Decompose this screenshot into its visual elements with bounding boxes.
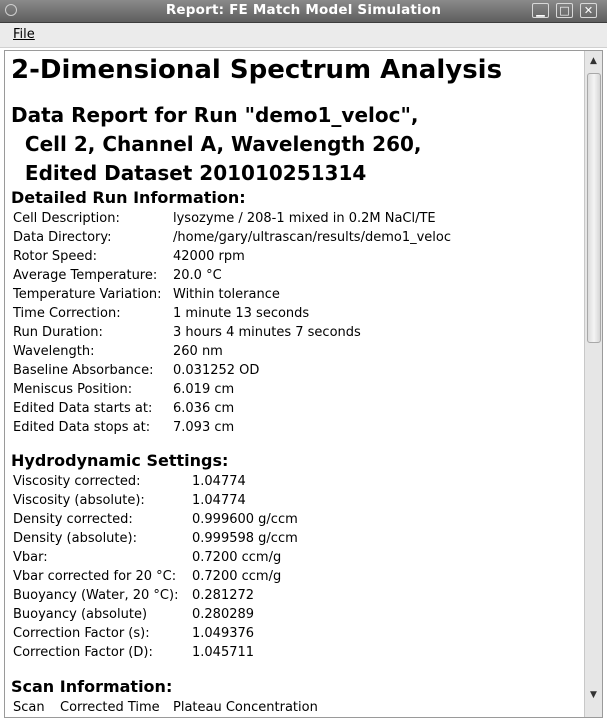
row-value: 1.04774 — [192, 493, 246, 508]
row-value: 42000 rpm — [173, 249, 245, 264]
row-value: 6.019 cm — [173, 382, 235, 397]
row-value: 3 hours 4 minutes 7 seconds — [173, 325, 361, 340]
row-label: Cell Description: — [13, 211, 120, 226]
minimize-button[interactable]: ▁ — [532, 3, 549, 18]
window-title: Report: FE Match Model Simulation — [165, 2, 442, 18]
row-value: 0.7200 ccm/g — [192, 550, 282, 565]
row-value: 0.031252 OD — [173, 363, 260, 378]
row-value: 1.049376 — [192, 626, 255, 641]
subtitle-line: Cell 2, Channel A, Wavelength 260, — [11, 132, 422, 156]
scroll-thumb[interactable] — [587, 73, 601, 343]
row-label: Baseline Absorbance: — [13, 363, 154, 378]
row-label: Average Temperature: — [13, 268, 158, 283]
row-value: 0.999598 g/ccm — [192, 531, 298, 546]
row-value: 1.045711 — [192, 645, 255, 660]
row-label: Rotor Speed: — [13, 249, 98, 264]
row-label: Vbar corrected for 20 °C: — [13, 569, 177, 584]
row-label: Data Directory: — [13, 230, 112, 245]
window-titlebar[interactable]: Report: FE Match Model Simulation ▁ □ ✕ — [0, 0, 607, 23]
close-button[interactable]: ✕ — [580, 3, 597, 18]
run-info-heading: Detailed Run Information: — [11, 188, 246, 207]
row-value: 260 nm — [173, 344, 223, 359]
scan-col-header: Corrected Time — [60, 700, 160, 715]
scan-col-header: Scan — [13, 700, 45, 715]
scroll-up-icon[interactable]: ▲ — [585, 53, 602, 69]
vertical-scrollbar[interactable]: ▲ ▼ — [584, 51, 602, 717]
row-label: Viscosity (absolute): — [13, 493, 145, 508]
row-value: 6.036 cm — [173, 401, 235, 416]
report-document: 2-Dimensional Spectrum Analysis Data Rep… — [5, 51, 585, 717]
row-value: Within tolerance — [173, 287, 280, 302]
row-label: Edited Data stops at: — [13, 420, 151, 435]
row-label: Wavelength: — [13, 344, 95, 359]
scan-info-heading: Scan Information: — [11, 677, 173, 696]
menu-bar: File — [0, 23, 607, 48]
row-label: Density (absolute): — [13, 531, 137, 546]
row-value: 1.04774 — [192, 474, 246, 489]
row-label: Viscosity corrected: — [13, 474, 141, 489]
scroll-down-icon[interactable]: ▼ — [585, 687, 602, 703]
row-value: 1 minute 13 seconds — [173, 306, 310, 321]
subtitle-line: Data Report for Run "demo1_veloc", — [11, 103, 419, 127]
row-value: 0.281272 — [192, 588, 255, 603]
report-title: 2-Dimensional Spectrum Analysis — [11, 55, 503, 85]
row-value: 0.7200 ccm/g — [192, 569, 282, 584]
row-label: Correction Factor (s): — [13, 626, 150, 641]
row-value: lysozyme / 208-1 mixed in 0.2M NaCl/TE — [173, 211, 436, 226]
row-value: 0.280289 — [192, 607, 255, 622]
menu-file-label: File — [13, 27, 35, 42]
report-viewer[interactable]: 2-Dimensional Spectrum Analysis Data Rep… — [4, 50, 603, 718]
maximize-button[interactable]: □ — [556, 3, 573, 18]
row-value: 20.0 °C — [173, 268, 222, 283]
row-label: Vbar: — [13, 550, 48, 565]
row-label: Temperature Variation: — [13, 287, 162, 302]
row-label: Edited Data starts at: — [13, 401, 153, 416]
row-value: 7.093 cm — [173, 420, 235, 435]
row-label: Correction Factor (D): — [13, 645, 153, 660]
menu-file[interactable]: File — [13, 27, 35, 42]
row-label: Run Duration: — [13, 325, 103, 340]
hydro-heading: Hydrodynamic Settings: — [11, 451, 229, 470]
report-subtitle: Data Report for Run "demo1_veloc", Cell … — [11, 101, 422, 188]
window-menu-icon[interactable] — [5, 4, 17, 16]
row-label: Meniscus Position: — [13, 382, 133, 397]
row-label: Density corrected: — [13, 512, 133, 527]
scan-col-header: Plateau Concentration — [173, 700, 318, 715]
subtitle-line: Edited Dataset 201010251314 — [11, 161, 367, 185]
row-label: Buoyancy (absolute) — [13, 607, 148, 622]
row-label: Time Correction: — [13, 306, 121, 321]
row-value: /home/gary/ultrascan/results/demo1_veloc — [173, 230, 451, 245]
row-value: 0.999600 g/ccm — [192, 512, 298, 527]
row-label: Buoyancy (Water, 20 °C): — [13, 588, 179, 603]
